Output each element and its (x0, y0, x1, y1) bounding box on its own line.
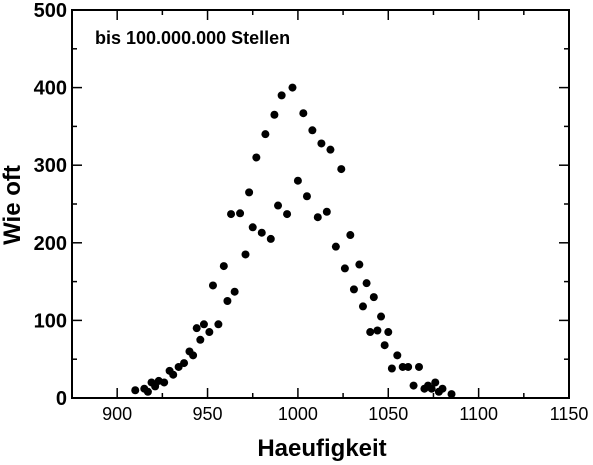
data-point (366, 328, 375, 337)
data-point (373, 326, 382, 335)
data-point (180, 359, 189, 368)
data-point (349, 285, 358, 294)
data-point (257, 228, 266, 237)
data-point (322, 207, 331, 216)
data-point (274, 201, 283, 210)
data-point (143, 387, 152, 396)
data-point (245, 188, 254, 197)
data-point (302, 192, 311, 201)
y-axis-label: Wie oft (0, 165, 26, 245)
data-point (169, 370, 178, 379)
data-point (377, 312, 386, 321)
data-point (308, 126, 317, 135)
data-point (384, 328, 393, 337)
data-point (131, 386, 140, 395)
data-point (340, 264, 349, 273)
x-axis-label: Haeufigkeit (257, 435, 386, 462)
data-point (189, 351, 198, 360)
y-tick-label: 500 (34, 0, 67, 22)
data-point (241, 250, 250, 259)
data-point (409, 381, 418, 390)
data-point (358, 302, 367, 311)
y-tick-label: 200 (34, 233, 67, 255)
data-point (270, 110, 279, 119)
data-point (331, 242, 340, 251)
data-point (288, 83, 297, 92)
y-tick-label: 300 (34, 155, 67, 177)
data-point (227, 210, 236, 219)
data-point (387, 364, 396, 373)
data-point (431, 378, 440, 387)
data-point (266, 234, 275, 243)
data-point (205, 328, 214, 337)
y-tick-label: 100 (34, 310, 67, 332)
data-point (362, 279, 371, 288)
data-point (299, 109, 308, 118)
data-point (293, 176, 302, 185)
data-point (261, 130, 270, 139)
data-point (199, 320, 208, 329)
data-point (438, 384, 447, 393)
data-point (277, 91, 286, 100)
data-point (223, 297, 232, 305)
data-point (380, 341, 389, 350)
data-point (326, 145, 335, 154)
data-point (283, 210, 292, 219)
data-point (427, 384, 436, 393)
data-point (248, 223, 257, 232)
data-point (160, 378, 169, 387)
data-point (230, 287, 239, 296)
data-point (214, 320, 223, 329)
data-point (447, 390, 456, 399)
plot-area (71, 9, 570, 399)
y-axis-ticks (72, 9, 569, 399)
data-point (414, 362, 423, 371)
data-point (393, 351, 402, 360)
data-point (313, 213, 322, 222)
data-point (252, 153, 261, 162)
x-tick-label: 1000 (278, 404, 318, 424)
data-point (236, 209, 245, 218)
y-tick-label: 0 (56, 388, 67, 410)
data-point (355, 260, 364, 269)
x-tick-label: 900 (102, 404, 132, 424)
data-point (337, 165, 346, 174)
data-point (404, 362, 413, 371)
data-point (317, 139, 326, 148)
data-point (219, 262, 228, 271)
x-tick-label: 950 (193, 404, 223, 424)
x-axis-ticks (71, 10, 570, 398)
data-point (346, 231, 355, 240)
data-point (208, 281, 217, 290)
x-tick-label: 1050 (368, 404, 408, 424)
x-tick-label: 1150 (550, 404, 589, 424)
data-point (196, 335, 205, 344)
chart-annotation: bis 100.000.000 Stellen (95, 28, 290, 48)
data-point (192, 324, 201, 333)
data-point (369, 293, 378, 302)
x-tick-label: 1100 (459, 404, 498, 424)
y-tick-label: 400 (34, 78, 67, 100)
y-axis-tick-labels: 0 100 200 300 400 500 (34, 0, 67, 410)
x-axis-tick-labels: 900 950 1000 1050 1100 1150 (102, 404, 588, 424)
data-points (131, 83, 456, 399)
